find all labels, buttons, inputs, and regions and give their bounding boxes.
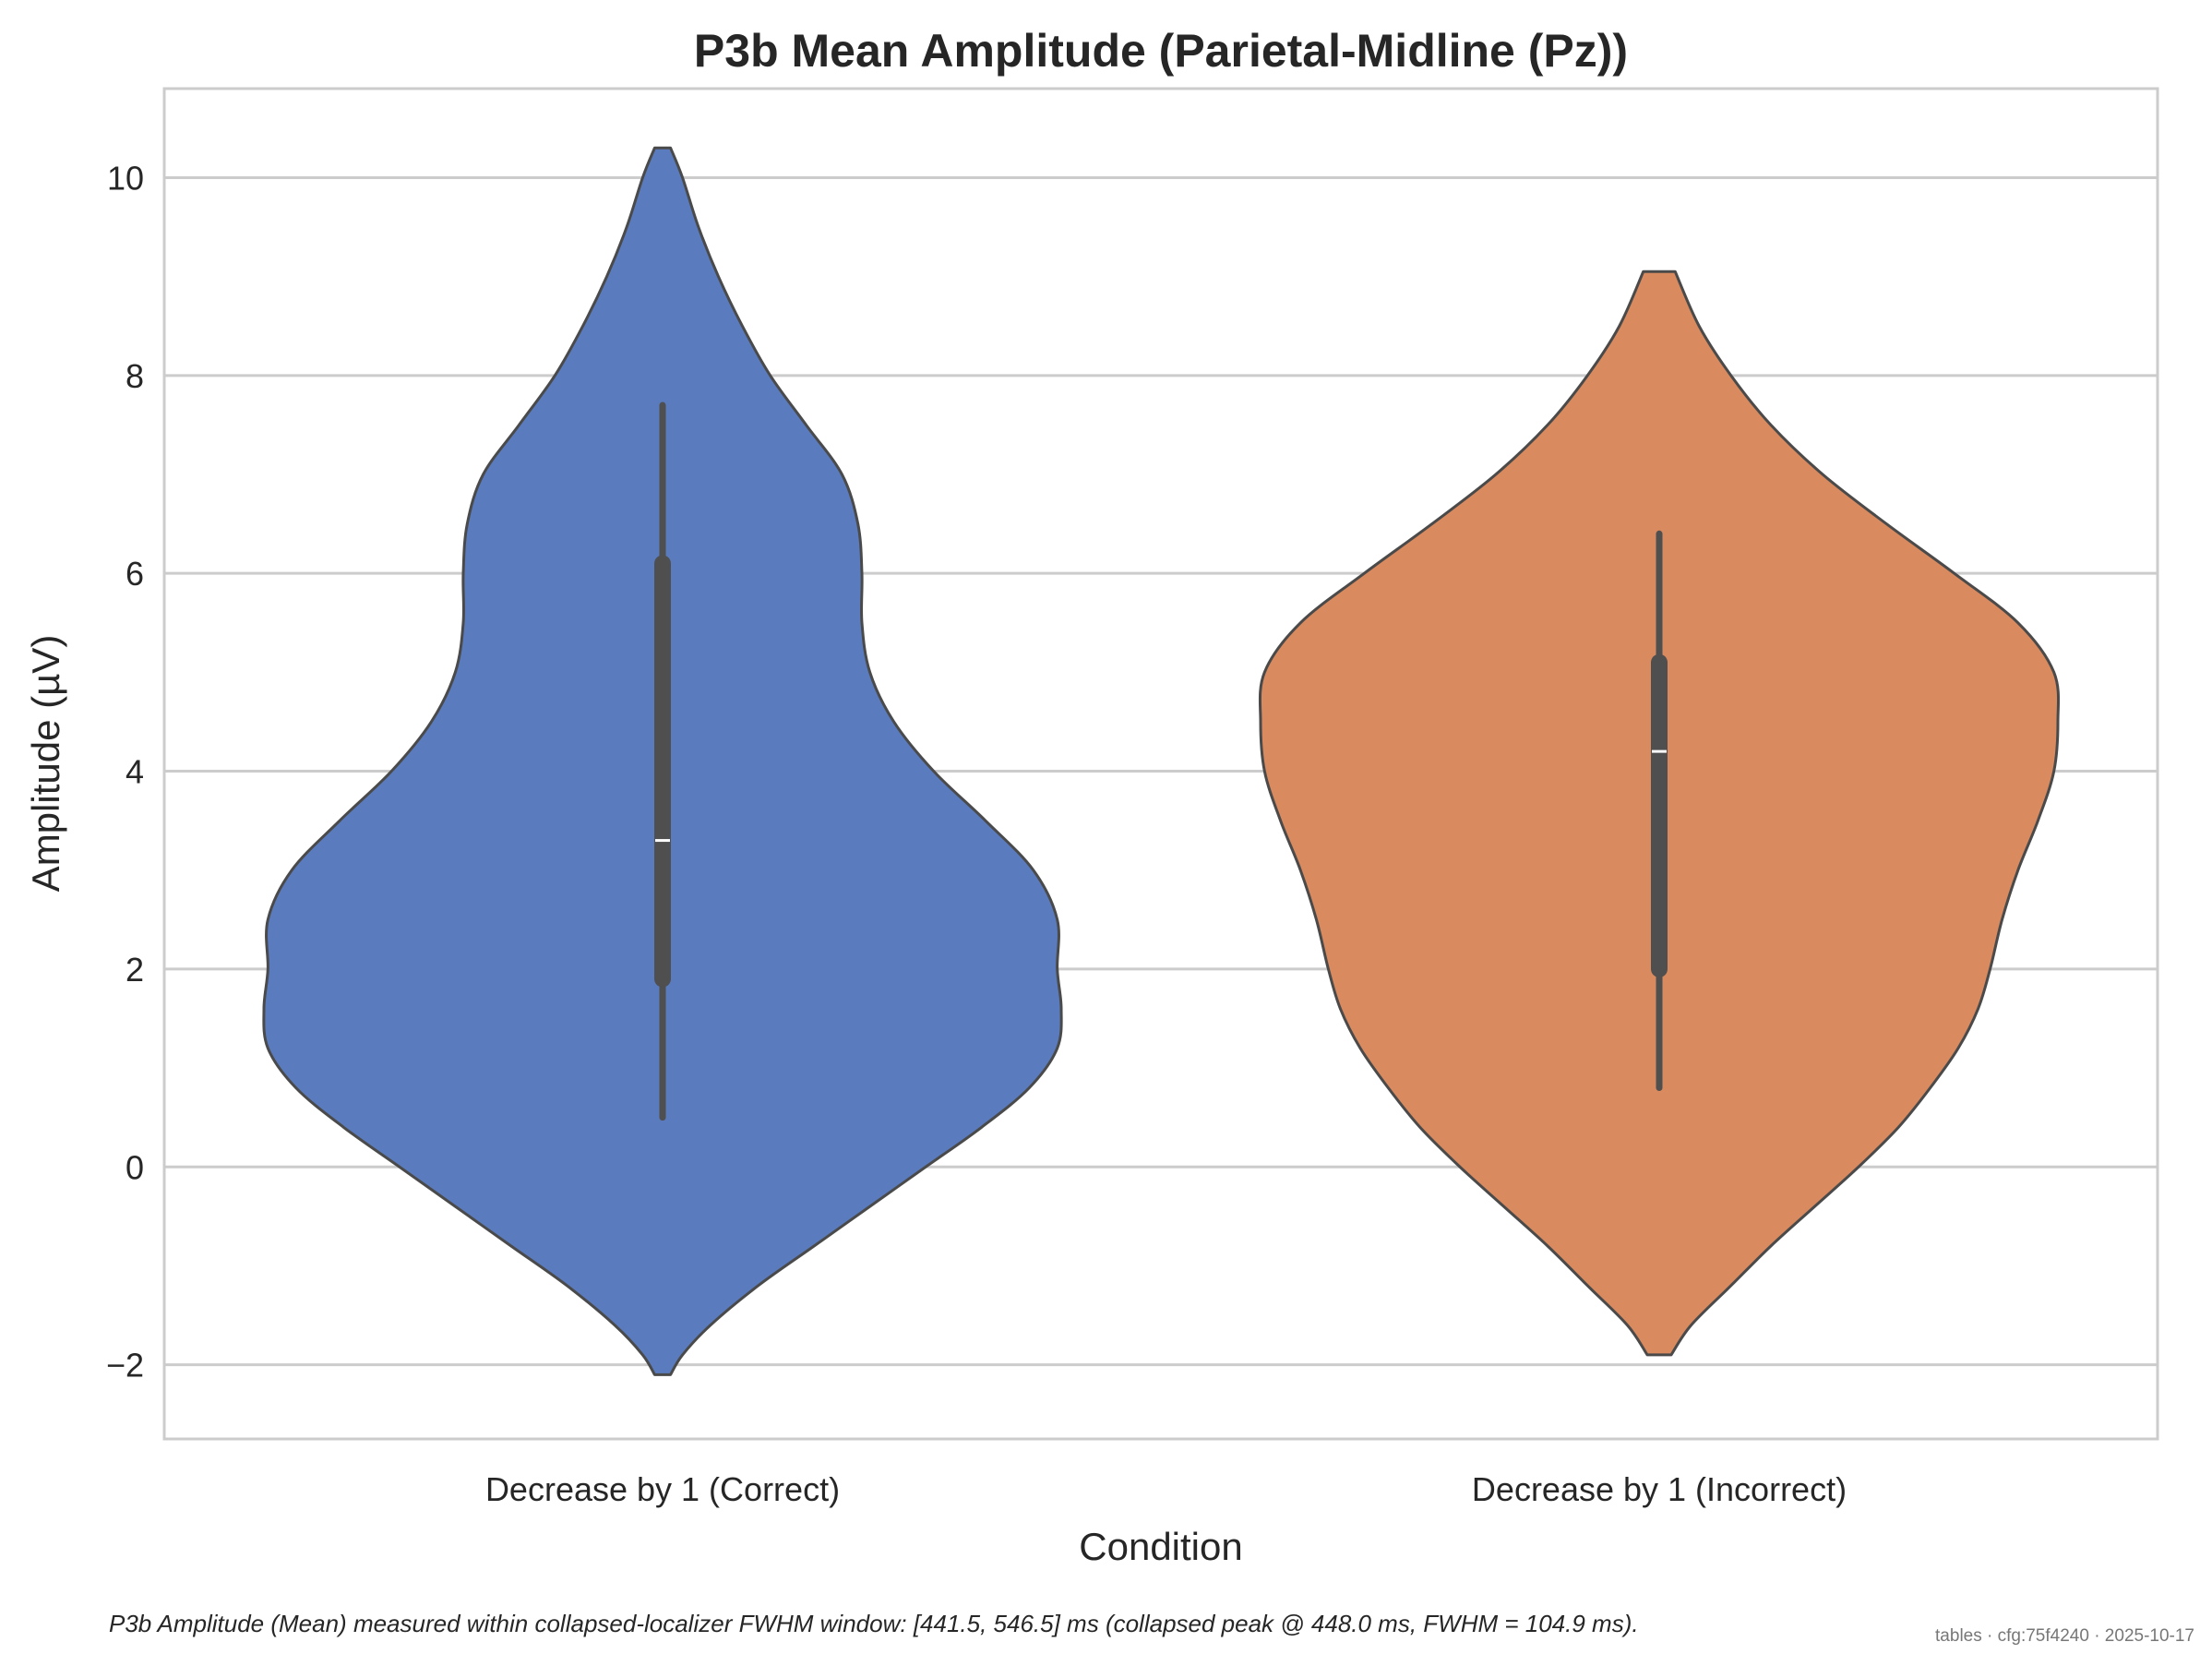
plot-frame — [162, 87, 2159, 1441]
x-tick-label: Decrease by 1 (Correct) — [485, 1470, 840, 1508]
y-tick-label: 8 — [126, 357, 144, 395]
x-tick-labels: Decrease by 1 (Correct) Decrease by 1 (In… — [485, 1470, 1847, 1508]
x-tick-label: Decrease by 1 (Incorrect) — [1472, 1470, 1847, 1508]
x-axis-label: Condition — [1079, 1525, 1242, 1568]
chart-title: P3b Mean Amplitude (Parietal-Midline (Pz… — [694, 25, 1628, 77]
y-axis-label: Amplitude (µV) — [24, 635, 67, 893]
y-tick-label: 10 — [107, 159, 144, 197]
y-tick-label: −2 — [106, 1347, 144, 1384]
y-tick-label: 2 — [126, 951, 144, 989]
y-tick-label: 0 — [126, 1148, 144, 1186]
footnote: P3b Amplitude (Mean) measured within col… — [109, 1610, 1639, 1637]
y-tick-labels: −2 0 2 4 6 8 10 — [106, 159, 144, 1384]
y-tick-label: 4 — [126, 753, 144, 791]
violins — [262, 146, 2061, 1376]
y-tick-label: 6 — [126, 555, 144, 593]
stamp: tables · cfg:75f4240 · 2025-10-17 — [1935, 1626, 2194, 1646]
